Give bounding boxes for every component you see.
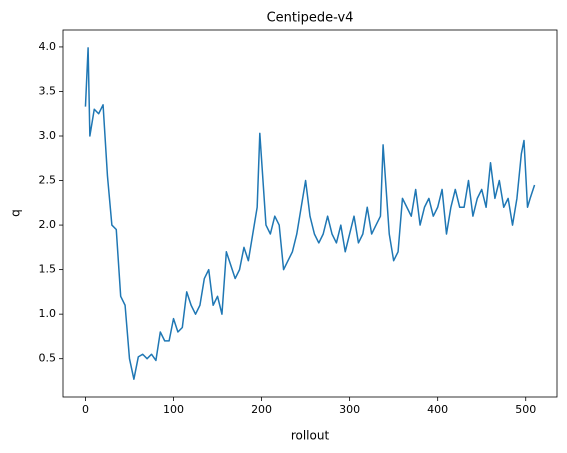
line-series bbox=[84, 47, 536, 380]
y-tick-label: 3.0 bbox=[39, 129, 57, 142]
x-tick-label: 200 bbox=[251, 403, 272, 416]
x-tick-label: 0 bbox=[82, 403, 89, 416]
x-tick-label: 400 bbox=[427, 403, 448, 416]
y-tick-label: 2.0 bbox=[39, 218, 57, 231]
y-tick-label: 3.5 bbox=[39, 84, 57, 97]
y-tick-label: 1.5 bbox=[39, 263, 57, 276]
y-tick-label: 2.5 bbox=[39, 174, 57, 187]
y-tick-label: 4.0 bbox=[39, 40, 57, 53]
y-tick-label: 1.0 bbox=[39, 307, 57, 320]
y-axis-label: q bbox=[9, 209, 23, 217]
x-axis-label: rollout bbox=[291, 429, 330, 443]
x-tick-label: 300 bbox=[339, 403, 360, 416]
plot-frame bbox=[62, 29, 558, 398]
x-tick-label: 100 bbox=[163, 403, 184, 416]
y-tick-label: 0.5 bbox=[39, 352, 57, 365]
chart-title: Centipede-v4 bbox=[267, 11, 354, 26]
x-tick-label: 500 bbox=[515, 403, 536, 416]
